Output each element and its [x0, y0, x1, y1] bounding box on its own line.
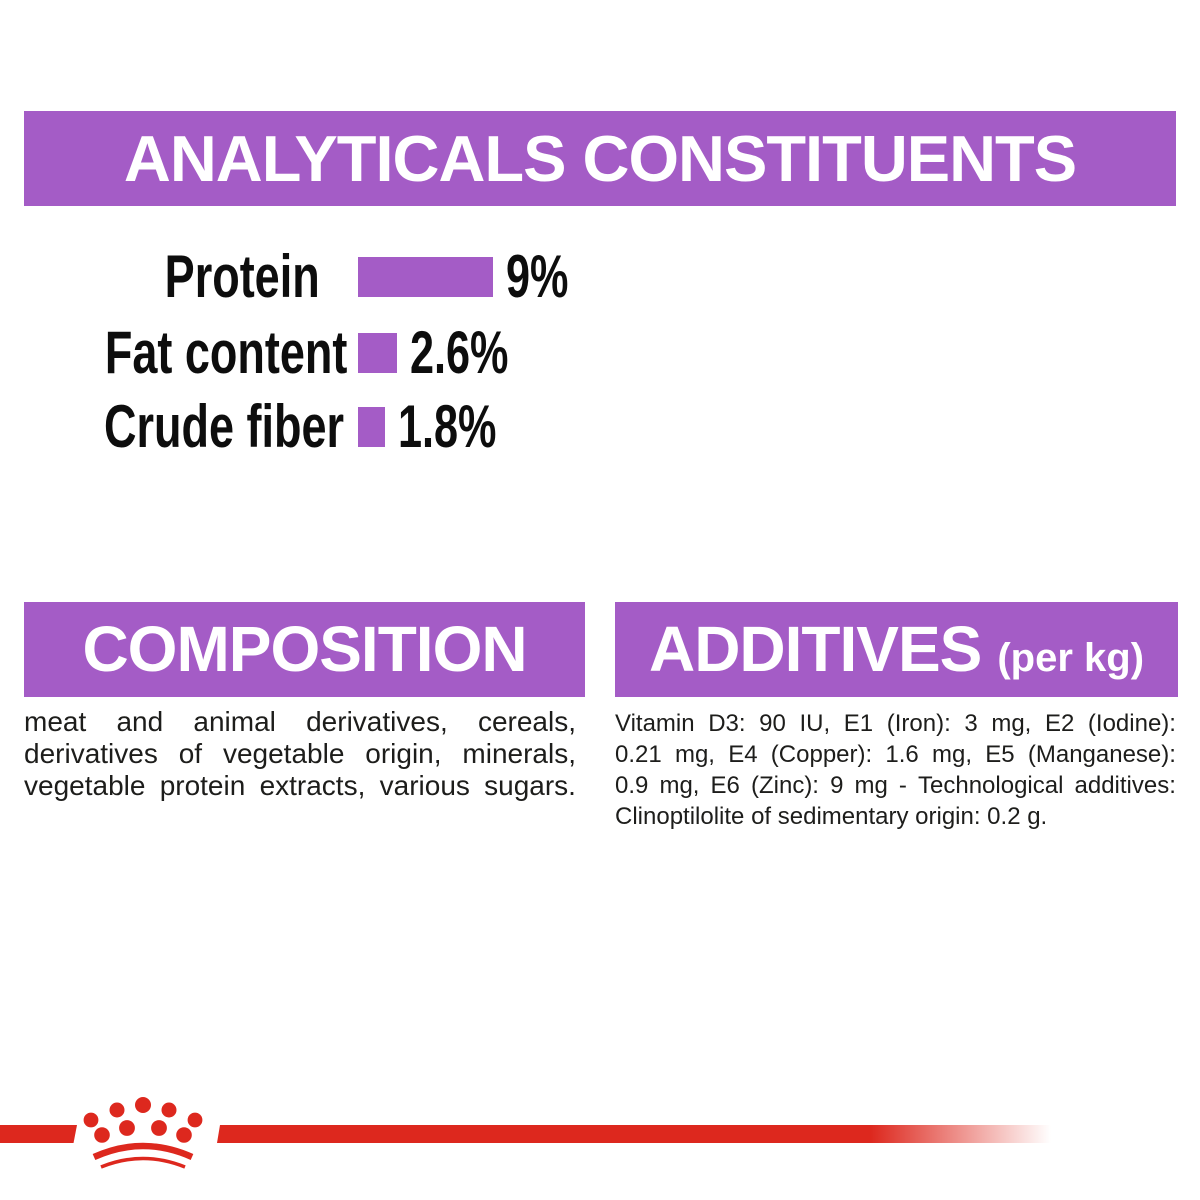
footer-rule-left-segment [0, 1125, 77, 1143]
composition-title: COMPOSITION [82, 613, 527, 685]
chart-value-label: 1.8% [398, 393, 497, 460]
chart-label-box: Fat content [24, 323, 347, 383]
paragraph-line: vegetable protein extracts, various sugars. [24, 770, 576, 801]
chart-value-box: 2.6% [410, 319, 547, 386]
additives-title-main: ADDITIVES [648, 613, 982, 685]
constituents-chart: Protein 9% Fat content 2.6% Crude fiber 1.8% [24, 243, 1176, 460]
paragraph-line: 0.21 mg, E4 (Copper): 1.6 mg, E5 (Manganese): [615, 741, 1176, 768]
composition-banner: COMPOSITION [24, 602, 585, 697]
analyticals-banner: ANALYTICALS CONSTITUENTS [24, 111, 1176, 206]
chart-value-box: 9% [506, 243, 593, 310]
additives-text: Vitamin D3: 90 IU, E1 (Iron): 3 mg, E2 (Iodine): 0… [615, 708, 1176, 832]
additives-banner: ADDITIVES (per kg) [615, 602, 1178, 697]
chart-label-box: Crude fiber [24, 397, 344, 457]
analyticals-title: ANALYTICALS CONSTITUENTS [123, 122, 1077, 195]
chart-bar [358, 333, 397, 373]
chart-row: Crude fiber 1.8% [24, 393, 535, 460]
paragraph-line: Vitamin D3: 90 IU, E1 (Iron): 3 mg, E2 (Iodine): [615, 710, 1176, 737]
chart-value-box: 1.8% [398, 393, 535, 460]
paragraph-line: Clinoptilolite of sedimentary origin: 0.… [615, 803, 1048, 830]
additives-title: ADDITIVES (per kg) [649, 613, 1144, 685]
chart-value-label: 2.6% [410, 319, 509, 386]
chart-label-box: Protein [24, 243, 320, 310]
royal-canin-crown-logo [83, 1097, 203, 1169]
chart-row: Fat content 2.6% [24, 319, 547, 386]
paragraph-line: meat and animal derivatives, cereals, [24, 706, 576, 737]
paragraph-line: 0.9 mg, E6 (Zinc): 9 mg - Technological additive… [615, 772, 1176, 799]
crown-icon [83, 1097, 203, 1169]
chart-category-label: Protein [164, 243, 320, 310]
chart-value-label: 9% [506, 243, 569, 310]
chart-bar [358, 407, 385, 447]
chart-row: Protein 9% [24, 243, 593, 310]
chart-category-label: Crude fiber [104, 393, 345, 460]
footer-rule-right-segment [217, 1125, 1055, 1143]
additives-title-suffix: (per kg) [997, 636, 1145, 680]
paragraph-line: derivatives of vegetable origin, minerals, [24, 738, 576, 769]
chart-category-label: Fat content [104, 319, 348, 386]
composition-text: meat and animal derivatives, cereals, derivat… [24, 706, 576, 802]
chart-bar [358, 257, 493, 297]
